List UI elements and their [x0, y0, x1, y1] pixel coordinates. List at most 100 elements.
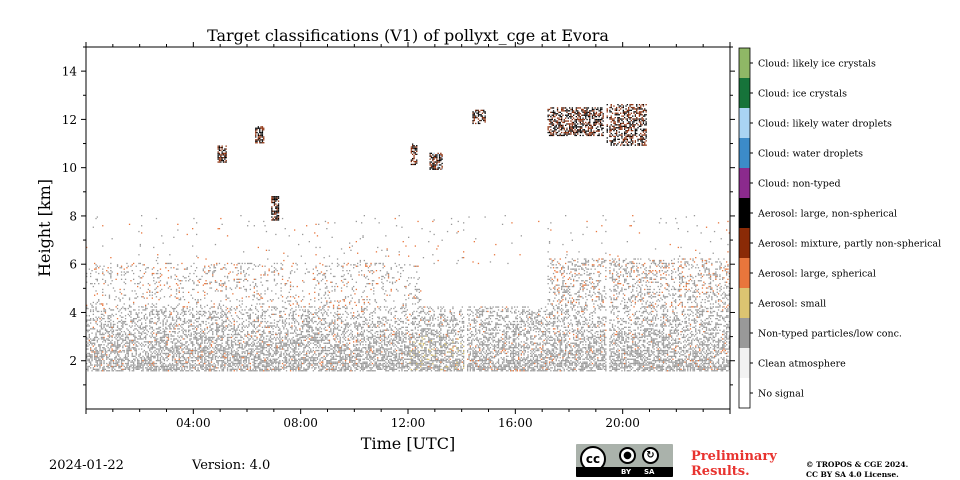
data-cell	[217, 361, 219, 363]
data-cell	[279, 310, 281, 313]
data-cell	[150, 326, 152, 328]
data-cell	[336, 345, 339, 347]
data-cell	[217, 367, 219, 369]
data-cell	[425, 354, 427, 356]
data-cell	[347, 347, 349, 349]
data-cell	[234, 342, 237, 344]
data-cell	[257, 365, 259, 368]
data-cell	[304, 323, 306, 326]
data-cell	[86, 329, 88, 331]
data-cell	[322, 348, 324, 350]
data-cell	[292, 357, 294, 359]
data-cell	[201, 360, 203, 362]
data-cell	[256, 357, 258, 359]
data-cell	[283, 354, 285, 356]
data-cell	[417, 351, 419, 353]
data-cell	[245, 361, 247, 363]
data-cell	[306, 358, 308, 360]
data-cell	[381, 357, 383, 359]
data-cell	[197, 360, 199, 362]
data-cell	[209, 312, 211, 314]
data-cell	[354, 362, 356, 365]
data-cell	[428, 320, 430, 323]
data-cell	[367, 338, 370, 340]
data-cell	[213, 365, 215, 368]
data-cell	[147, 368, 149, 370]
data-cell	[332, 370, 335, 372]
data-cell	[292, 341, 294, 343]
data-cell	[112, 370, 115, 372]
data-cell	[426, 344, 429, 346]
data-cell	[430, 351, 433, 353]
data-cell	[379, 362, 382, 365]
data-cell	[150, 348, 152, 350]
data-cell	[354, 370, 356, 372]
data-cell	[429, 306, 431, 308]
data-cell	[327, 349, 329, 352]
data-cell	[395, 362, 398, 365]
data-cell	[181, 329, 183, 331]
data-cell	[277, 361, 280, 363]
data-cell	[106, 370, 108, 372]
data-cell	[322, 336, 324, 339]
data-cell	[398, 358, 400, 360]
data-cell	[229, 360, 231, 362]
data-cell	[202, 349, 204, 352]
data-cell	[134, 358, 136, 360]
data-cell	[260, 316, 262, 318]
data-cell	[386, 355, 388, 357]
data-cell	[413, 360, 415, 362]
data-cell	[370, 338, 372, 340]
data-cell	[362, 354, 364, 356]
data-cell	[413, 345, 415, 347]
data-cell	[289, 355, 292, 357]
data-cell	[91, 339, 93, 341]
data-cell	[363, 309, 365, 311]
data-cell	[241, 326, 243, 328]
data-cell	[248, 362, 250, 365]
data-cell	[355, 354, 357, 356]
data-cell	[338, 360, 340, 362]
data-cell	[408, 345, 410, 347]
data-cell	[312, 347, 314, 349]
data-cell	[181, 312, 183, 314]
data-cell	[393, 316, 395, 318]
data-cell	[202, 310, 204, 313]
data-cell	[401, 349, 403, 352]
data-cell	[307, 326, 309, 328]
data-cell	[323, 339, 325, 341]
data-cell	[363, 368, 365, 370]
data-cell	[273, 347, 276, 349]
data-cell	[315, 333, 317, 336]
data-cell	[344, 326, 347, 328]
data-cell	[322, 339, 324, 341]
data-cell	[346, 348, 348, 350]
data-cell	[267, 320, 269, 323]
data-cell	[267, 361, 269, 363]
data-cell	[430, 364, 433, 366]
data-cell	[158, 331, 160, 333]
data-cell	[157, 365, 159, 368]
data-cell	[189, 320, 191, 323]
data-cell	[123, 339, 125, 341]
data-cell	[208, 316, 210, 318]
data-cell	[326, 364, 328, 366]
data-cell	[213, 370, 215, 372]
data-cell	[315, 344, 317, 346]
data-cell	[190, 320, 192, 323]
data-cell	[418, 322, 420, 324]
data-cell	[300, 316, 302, 318]
data-cell	[292, 336, 294, 339]
data-cell	[149, 364, 151, 366]
data-cell	[386, 344, 388, 346]
data-cell	[306, 319, 308, 321]
data-cell	[340, 326, 343, 328]
data-cell	[404, 348, 406, 350]
data-cell	[197, 367, 199, 369]
data-cell	[141, 361, 143, 363]
data-cell	[248, 370, 250, 372]
data-cell	[327, 315, 329, 317]
data-cell	[359, 367, 361, 369]
data-cell	[127, 361, 129, 363]
data-cell	[120, 342, 123, 344]
